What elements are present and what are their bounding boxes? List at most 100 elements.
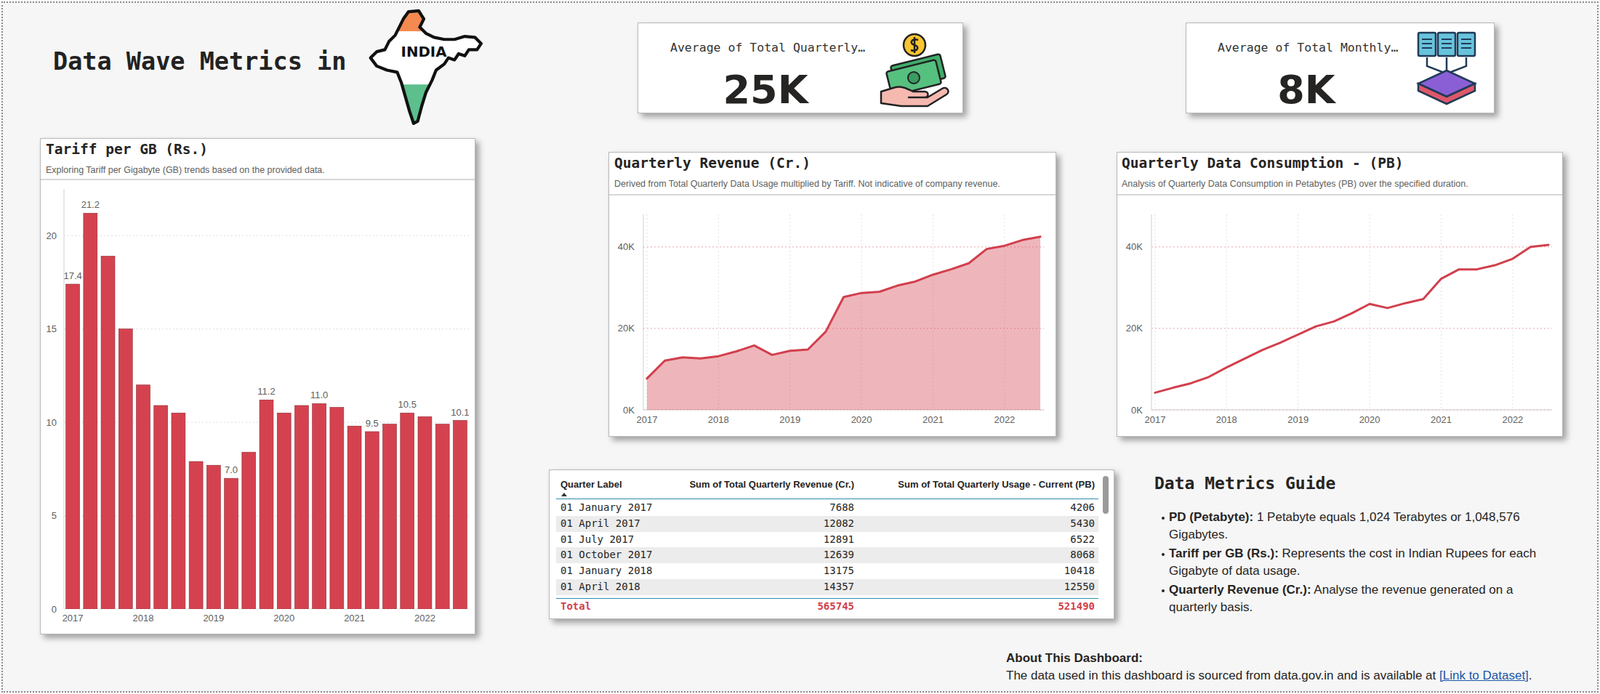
bar: [154, 405, 168, 610]
grid-line: [1003, 214, 1005, 410]
table-cell: 7688: [829, 500, 855, 517]
x-tick-label: 2020: [1359, 414, 1381, 426]
bars: [66, 212, 468, 610]
header-rule: [556, 498, 1099, 500]
bar: [242, 452, 256, 610]
x-tick-label: 2018: [1216, 414, 1238, 426]
y-tick-label: 15: [46, 323, 57, 335]
bar: [224, 478, 239, 610]
about-title: About This Dashboard:: [1006, 651, 1143, 666]
data-label: 9.5: [365, 417, 379, 429]
bar: [347, 425, 362, 610]
bar: [206, 465, 221, 610]
grid-line: [63, 609, 469, 610]
grid-line: [932, 214, 934, 410]
guide-term: PD (Petabyte):: [1168, 510, 1254, 525]
grid-line: [646, 214, 647, 410]
sort-caret: [561, 492, 568, 497]
table-cell: 8068: [1070, 547, 1095, 564]
bar: [101, 255, 115, 610]
grid-line: [789, 214, 791, 410]
bar: [136, 385, 151, 610]
data-label: 10.5: [398, 399, 417, 410]
x-axis-line: [1151, 409, 1553, 411]
y-tick-label: 40K: [1126, 241, 1143, 253]
grid-line: [1512, 214, 1513, 410]
guide-title: Data Metrics Guide: [1154, 473, 1336, 493]
table-cell: 12891: [823, 532, 855, 549]
table-cell: 4206: [1070, 500, 1095, 517]
about-link[interactable]: [Link to Dataset]: [1439, 668, 1529, 683]
y-tick-label: 10: [46, 417, 57, 429]
grid-line: [1154, 214, 1156, 410]
table-cell: 01 January 2017: [560, 500, 653, 517]
table-header: Quarter Label: [560, 479, 623, 490]
x-tick-label: 2019: [202, 612, 224, 624]
doc-line: [1421, 42, 1433, 45]
kpi-title: Average of Total Monthly…: [1217, 40, 1398, 55]
doc-line: [1421, 47, 1433, 49]
chart-title: Quarterly Revenue (Cr.): [614, 154, 811, 172]
data-label: 11.0: [310, 389, 328, 401]
x-tick-label: 2022: [993, 414, 1015, 426]
separator: [608, 194, 1056, 196]
bar: [118, 329, 133, 610]
table-layer: Quarter LabelSum of Total Quarterly Reve…: [0, 0, 1600, 694]
separator: [39, 179, 475, 181]
guide-item: PD (Petabyte): 1 Petabyte equals 1,024 T…: [1161, 508, 1540, 544]
kpi-card: [637, 22, 964, 114]
india-fill: [362, 8, 485, 131]
bar: [66, 284, 80, 610]
table-cell: 01 July 2017: [560, 532, 634, 549]
table-header: Sum of Total Quarterly Usage - Current (…: [897, 479, 1095, 490]
chart-subtitle: Analysis of Quarterly Data Consumption i…: [1121, 178, 1469, 190]
icon-label: INDIA: [401, 43, 448, 61]
separator: [1116, 194, 1563, 196]
table-cell: 01 January 2018: [560, 563, 653, 580]
line: [1155, 244, 1549, 393]
bill: [886, 59, 942, 96]
data-label: 21.2: [81, 199, 100, 211]
y-axis-line: [63, 189, 65, 610]
doc-line: [1461, 38, 1472, 40]
map-outline: [370, 10, 482, 124]
doc: [1457, 32, 1475, 56]
grid-line: [718, 214, 719, 410]
kpi-value: 8K: [1277, 66, 1337, 113]
grid-line: [643, 246, 1044, 248]
y-tick-label: 5: [51, 510, 57, 522]
coin-mark: [910, 37, 919, 54]
x-tick-label: 2020: [273, 612, 295, 624]
guide-term: Quarterly Revenue (Cr.):: [1168, 583, 1312, 597]
bar: [312, 403, 327, 610]
y-tick-label: 20: [46, 230, 57, 242]
table-cell: 6522: [1070, 532, 1095, 549]
bar: [383, 424, 397, 610]
doc: [1437, 32, 1456, 56]
data-label: 11.2: [257, 386, 275, 397]
box-side: [1418, 83, 1475, 104]
doc-line: [1461, 42, 1472, 45]
doc-line: [1441, 47, 1452, 49]
bullet: [1161, 516, 1165, 520]
x-tick-label: 2019: [779, 414, 801, 426]
guide-list: PD (Petabyte): 1 Petabyte equals 1,024 T…: [1161, 508, 1540, 618]
kpi-value: 25K: [723, 66, 810, 113]
grid-line: [63, 515, 469, 517]
bar: [435, 424, 450, 610]
x-tick-label: 2017: [62, 612, 84, 624]
series: [1155, 244, 1549, 393]
grid-line: [1151, 409, 1553, 411]
table-cell: 14357: [823, 579, 855, 596]
bullet: [1161, 553, 1165, 557]
grid-line: [63, 422, 469, 424]
table-cell: 01 October 2017: [560, 547, 653, 564]
guide-term: Tariff per GB (Rs.):: [1168, 546, 1279, 561]
table-cell: 12550: [1064, 579, 1095, 596]
chart-card: [1116, 151, 1563, 437]
grid-line: [1297, 214, 1299, 410]
bar: [417, 416, 432, 610]
grid-line: [1151, 246, 1553, 248]
about-end: .: [1528, 668, 1533, 683]
kpi-card: [1185, 22, 1495, 114]
